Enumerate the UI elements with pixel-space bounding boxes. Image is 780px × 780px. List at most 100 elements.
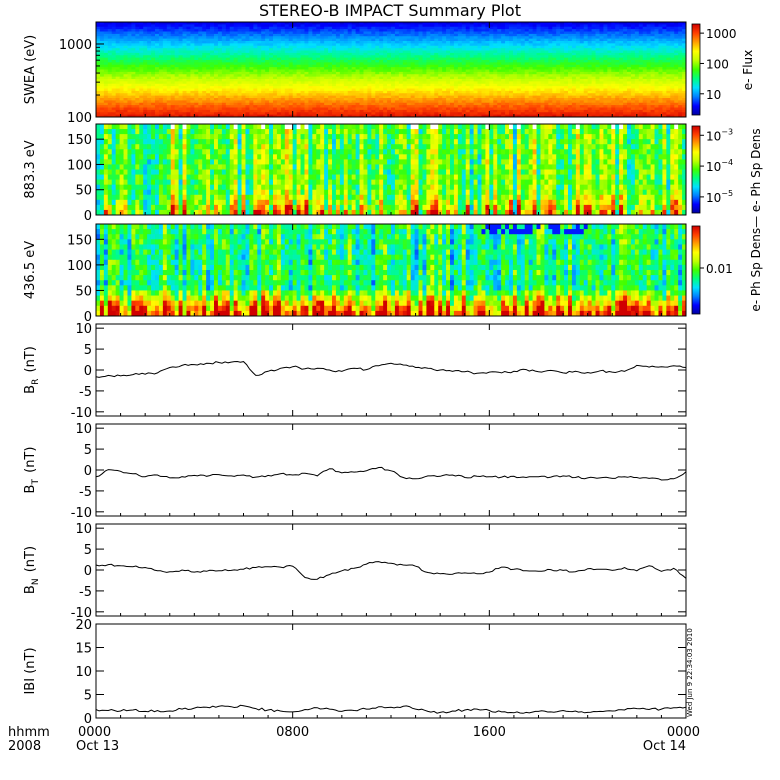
spectrogram-cell bbox=[682, 64, 687, 68]
spectrogram-cell bbox=[512, 86, 518, 89]
spectrogram-cell bbox=[556, 45, 561, 49]
spectrogram-cell bbox=[682, 52, 687, 56]
spectrogram-cell bbox=[571, 62, 577, 66]
spectrogram-cell bbox=[312, 67, 317, 70]
spectrogram-cell bbox=[296, 98, 301, 101]
spectrogram-cell bbox=[512, 81, 518, 85]
spectrogram-cell bbox=[402, 81, 408, 85]
spectrogram-cell bbox=[217, 64, 223, 68]
spectrogram-cell bbox=[627, 98, 632, 101]
spectrogram-cell bbox=[347, 93, 353, 97]
spectrogram-cell bbox=[123, 86, 128, 89]
spectrogram-cell bbox=[512, 36, 518, 40]
spectrogram-cell bbox=[394, 43, 400, 47]
spectrogram-cell bbox=[615, 29, 620, 32]
spectrogram-cell bbox=[623, 90, 628, 94]
spectrogram-cell bbox=[308, 24, 313, 28]
spectrogram-cell bbox=[548, 36, 553, 40]
spectrogram-cell bbox=[371, 48, 376, 51]
spectrogram-cell bbox=[151, 29, 156, 32]
spectrogram-cell bbox=[296, 88, 301, 92]
spectrogram-cell bbox=[257, 79, 262, 82]
spectrogram-cell bbox=[300, 83, 305, 87]
spectrogram-cell bbox=[229, 29, 235, 32]
spectrogram-cell bbox=[426, 33, 431, 37]
spectrogram-cell bbox=[568, 69, 573, 73]
spectrogram-cell bbox=[265, 36, 270, 40]
spectrogram-cell bbox=[202, 71, 207, 75]
spectrogram-cell bbox=[217, 100, 223, 104]
spectrogram-cell bbox=[155, 100, 160, 104]
spectrogram-cell bbox=[682, 62, 687, 66]
spectrogram-cell bbox=[332, 79, 337, 82]
spectrogram-cell bbox=[611, 62, 616, 66]
spectrogram-cell bbox=[347, 33, 353, 37]
spectrogram-cell bbox=[210, 74, 215, 78]
spectrogram-cell bbox=[245, 81, 250, 85]
spectrogram-cell bbox=[634, 24, 640, 28]
spectrogram-cell bbox=[96, 36, 101, 40]
spectrogram-cell bbox=[575, 50, 581, 54]
spectrogram-cell bbox=[571, 36, 577, 40]
spectrogram-cell bbox=[469, 90, 474, 94]
spectrogram-cell bbox=[595, 81, 600, 85]
spectrogram-cell bbox=[269, 41, 274, 44]
spectrogram-cell bbox=[560, 90, 565, 94]
spectrogram-cell bbox=[501, 69, 506, 73]
spectrogram-cell bbox=[241, 50, 246, 54]
spectrogram-cell bbox=[556, 41, 561, 44]
spectrogram-cell bbox=[457, 74, 463, 78]
spectrogram-cell bbox=[587, 38, 592, 42]
spectrogram-cell bbox=[485, 74, 490, 78]
spectrogram-cell bbox=[276, 67, 282, 70]
spectrogram-cell bbox=[375, 57, 380, 61]
spectrogram-cell bbox=[103, 69, 109, 73]
spectrogram-cell bbox=[162, 71, 168, 75]
spectrogram-cell bbox=[241, 95, 246, 99]
spectrogram-cell bbox=[119, 69, 124, 73]
spectrogram-cell bbox=[190, 24, 195, 28]
spectrogram-cell bbox=[485, 88, 490, 92]
spectrogram-cell bbox=[414, 41, 419, 44]
spectrogram-cell bbox=[320, 67, 325, 70]
spectrogram-cell bbox=[269, 86, 274, 89]
spectrogram-cell bbox=[650, 69, 655, 73]
spectrogram-cell bbox=[493, 90, 498, 94]
spectrogram-cell bbox=[662, 41, 667, 44]
spectrogram-cell bbox=[335, 29, 341, 32]
spectrogram-cell bbox=[229, 83, 235, 87]
spectrogram-cell bbox=[434, 38, 439, 42]
spectrogram-cell bbox=[634, 38, 640, 42]
spectrogram-cell bbox=[556, 74, 561, 78]
spectrogram-cell bbox=[516, 43, 522, 47]
spectrogram-cell bbox=[316, 67, 321, 70]
spectrogram-cell bbox=[568, 36, 573, 40]
spectrogram-cell bbox=[347, 36, 353, 40]
spectrogram-cell bbox=[583, 74, 589, 78]
spectrogram-cell bbox=[320, 60, 325, 63]
spectrogram-cell bbox=[206, 43, 211, 47]
spectrogram-cell bbox=[564, 41, 569, 44]
spectrogram-cell bbox=[131, 22, 136, 25]
spectrogram-cell bbox=[96, 26, 101, 30]
spectrogram-cell bbox=[221, 95, 227, 99]
spectrogram-cell bbox=[406, 60, 412, 63]
spectrogram-cell bbox=[237, 86, 242, 89]
spectrogram-cell bbox=[473, 55, 478, 59]
spectrogram-cell bbox=[261, 22, 266, 25]
spectrogram-cell bbox=[198, 22, 203, 25]
spectrogram-cell bbox=[627, 81, 632, 85]
spectrogram-cell bbox=[536, 43, 541, 47]
spectrogram-cell bbox=[446, 98, 451, 101]
spectrogram-cell bbox=[670, 38, 675, 42]
spectrogram-cell bbox=[611, 41, 616, 44]
spectrogram-cell bbox=[446, 26, 451, 30]
spectrogram-cell bbox=[257, 60, 262, 63]
spectrogram-cell bbox=[347, 55, 353, 59]
spectrogram-cell bbox=[107, 69, 113, 73]
spectrogram-cell bbox=[265, 50, 270, 54]
spectrogram-cell bbox=[406, 38, 412, 42]
spectrogram-cell bbox=[131, 41, 136, 44]
spectrogram-cell bbox=[131, 43, 136, 47]
spectrogram-cell bbox=[280, 98, 286, 101]
